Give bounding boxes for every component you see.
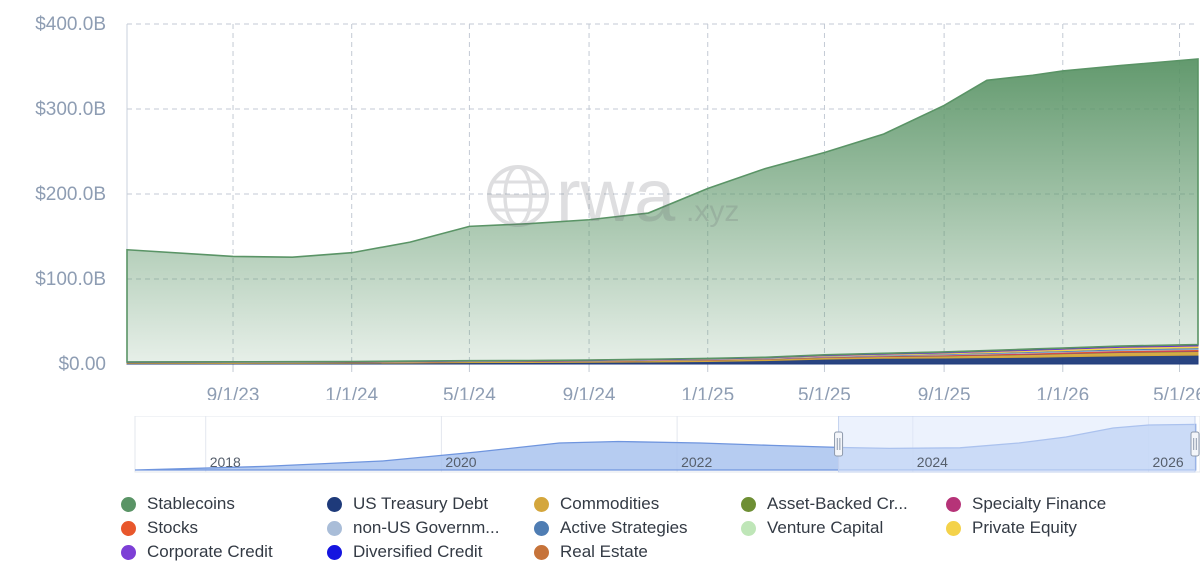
navigator-x-label: 2024 [917, 454, 948, 470]
legend-item-active-strategies[interactable]: Active Strategies [534, 518, 688, 538]
legend-label: Asset-Backed Cr... [767, 494, 908, 513]
chart-legend: Stablecoins US Treasury Debt Commodities As… [0, 492, 1200, 578]
legend-item-real-estate[interactable]: Real Estate [534, 542, 648, 562]
x-axis: 9/1/23 1/1/24 5/1/24 9/1/24 1/1/25 5/1/25 9/1/… [207, 364, 1200, 400]
navigator-x-label: 2022 [681, 454, 712, 470]
navigator-left-handle[interactable] [834, 431, 844, 457]
legend-swatch [741, 520, 756, 536]
legend-item-diversified-credit[interactable]: Diversified Credit [327, 542, 482, 562]
navigator-right-handle[interactable] [1190, 431, 1200, 457]
legend-item-stocks[interactable]: Stocks [121, 518, 198, 538]
legend-swatch [327, 520, 342, 536]
navigator-x-label: 2026 [1153, 454, 1184, 470]
legend-item-us-treasury-debt[interactable]: US Treasury Debt [327, 494, 488, 514]
series-area-stablecoins[interactable] [126, 58, 1199, 363]
x-tick-label: 9/1/23 [207, 385, 260, 400]
legend-swatch [121, 496, 136, 512]
legend-item-private-equity[interactable]: Private Equity [946, 518, 1077, 538]
x-tick-label: 5/1/26 [1153, 385, 1200, 400]
legend-swatch [946, 520, 961, 536]
x-tick-label: 5/1/25 [798, 385, 851, 400]
x-tick-label: 9/1/25 [918, 385, 971, 400]
legend-item-stablecoins[interactable]: Stablecoins [121, 494, 235, 514]
y-tick-label: $300.0B [35, 99, 106, 120]
x-tick-label: 1/1/25 [681, 385, 734, 400]
legend-swatch [534, 496, 549, 512]
rwa-watermark: rwa .xyz [487, 154, 739, 237]
x-tick-label: 1/1/26 [1036, 385, 1089, 400]
y-tick-label: $100.0B [35, 269, 106, 290]
legend-item-asset-backed-cr[interactable]: Asset-Backed Cr... [741, 494, 908, 514]
legend-label: Stocks [147, 518, 199, 537]
legend-label: Real Estate [560, 542, 648, 561]
legend-item-commodities[interactable]: Commodities [534, 494, 659, 514]
y-tick-label: $200.0B [35, 184, 106, 205]
legend-label: Corporate Credit [147, 542, 273, 561]
globe-icon [487, 165, 549, 227]
x-tick-label: 5/1/24 [443, 385, 496, 400]
legend-swatch [121, 520, 136, 536]
watermark-suffix: .xyz [686, 195, 739, 228]
legend-swatch [534, 544, 549, 560]
range-navigator[interactable]: 2018 2020 2022 2024 2026 [0, 416, 1200, 478]
legend-item-non-us-governm[interactable]: non-US Governm... [327, 518, 499, 538]
legend-swatch [327, 496, 342, 512]
legend-swatch [121, 544, 136, 560]
legend-item-venture-capital[interactable]: Venture Capital [741, 518, 883, 538]
legend-label: non-US Governm... [353, 518, 500, 537]
legend-label: US Treasury Debt [353, 494, 489, 513]
navigator-selected-range[interactable] [838, 416, 1196, 473]
legend-swatch [741, 496, 756, 512]
legend-swatch [946, 496, 961, 512]
x-tick-label: 1/1/24 [325, 385, 378, 400]
y-tick-label: $0.00 [58, 354, 106, 375]
x-tick-label: 9/1/24 [563, 385, 616, 400]
legend-swatch [327, 544, 342, 560]
legend-swatch [534, 520, 549, 536]
legend-label: Diversified Credit [353, 542, 483, 561]
navigator-x-labels: 2018 2020 2022 2024 2026 [210, 454, 1184, 470]
y-tick-label: $400.0B [35, 14, 106, 35]
series-areas [126, 58, 1199, 365]
navigator-x-label: 2020 [445, 454, 476, 470]
legend-label: Venture Capital [767, 518, 884, 537]
stacked-area-chart[interactable]: $0.00 $100.0B $200.0B $300.0B $400.0B 9/1/23… [0, 0, 1200, 400]
legend-label: Commodities [560, 494, 660, 513]
handle-grip[interactable] [1190, 431, 1200, 457]
legend-item-corporate-credit[interactable]: Corporate Credit [121, 542, 273, 562]
legend-label: Private Equity [972, 518, 1077, 537]
navigator-x-label: 2018 [210, 454, 241, 470]
y-axis: $0.00 $100.0B $200.0B $300.0B $400.0B [35, 14, 106, 375]
legend-label: Stablecoins [147, 494, 235, 513]
legend-item-specialty-finance[interactable]: Specialty Finance [946, 494, 1106, 514]
legend-label: Active Strategies [560, 518, 688, 537]
watermark-main: rwa [556, 154, 676, 237]
legend-label: Specialty Finance [972, 494, 1107, 513]
handle-grip[interactable] [834, 431, 844, 457]
